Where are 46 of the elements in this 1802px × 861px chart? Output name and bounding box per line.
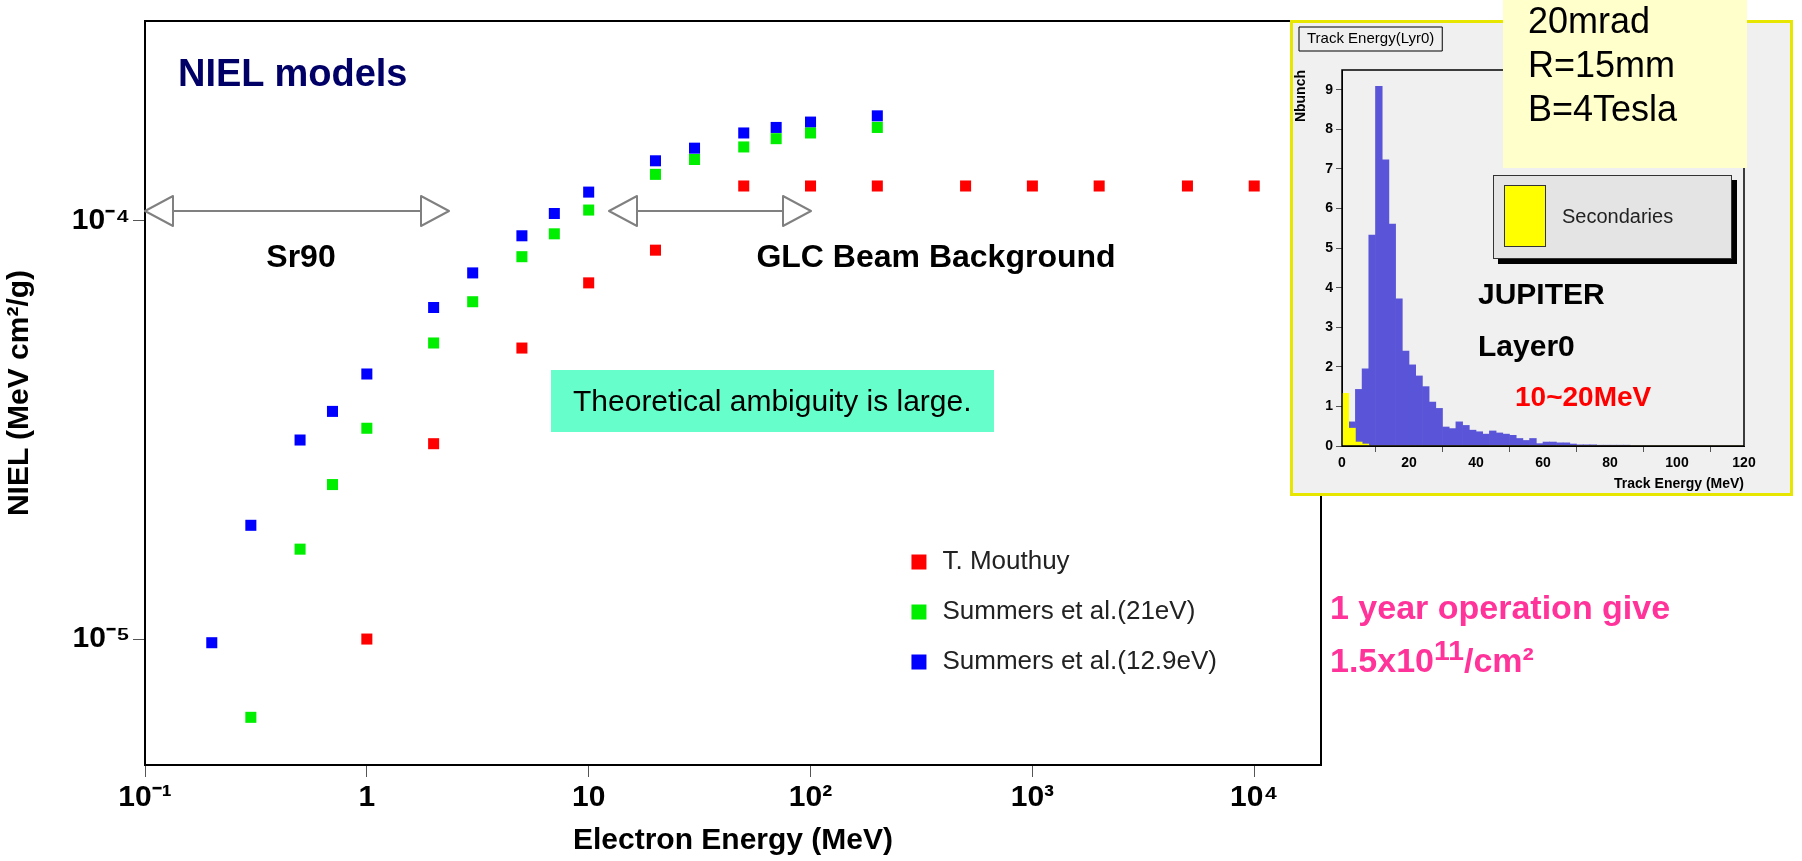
y-axis-title: NIEL (MeV cm²/g)	[1, 269, 35, 517]
text: Secondaries	[1562, 204, 1674, 228]
y-tick-label: 3	[1325, 318, 1334, 335]
y-tick-label: 1	[1325, 397, 1334, 414]
legend-label: T. Mouthuy	[942, 545, 1070, 576]
y-axis-title: Nbunch	[1292, 70, 1309, 123]
x-tick-label: 60	[1535, 454, 1551, 471]
y-tick-label: 7	[1325, 159, 1334, 176]
annotation: B=4Tesla	[1528, 88, 1678, 130]
annotation: 10~20MeV	[1515, 381, 1652, 413]
x-tick-label: 100	[1665, 454, 1689, 471]
x-tick-label: 1	[358, 779, 376, 813]
text: 20mrad	[1528, 0, 1651, 42]
text: 1.5x10$^{11}$/cm²	[1330, 634, 1534, 681]
y-tick-label: 9	[1325, 80, 1334, 97]
y-tick-label: 4	[1325, 278, 1334, 295]
text: 1 year operation give	[1330, 588, 1671, 627]
annotation: Sr90	[266, 238, 336, 275]
x-tick-label: 10²	[788, 779, 833, 813]
annotation: Theoretical ambiguity is large.	[551, 370, 994, 432]
annotation: NIEL models	[178, 52, 408, 95]
x-tick-label: 40	[1468, 454, 1484, 471]
y-tick-label: 8	[1325, 120, 1334, 137]
legend-label: Summers et al.(12.9eV)	[942, 645, 1218, 676]
x-tick-label: 10	[572, 779, 606, 813]
annotation: Layer0	[1478, 329, 1575, 363]
x-axis-title: Track Energy (MeV)	[1614, 475, 1744, 492]
annotation: JUPITER	[1478, 277, 1605, 311]
chart-title: Track Energy(Lyr0)	[1307, 29, 1435, 47]
y-tick-label: 2	[1325, 357, 1334, 374]
x-tick-label: 80	[1602, 454, 1618, 471]
annotation: GLC Beam Background	[756, 238, 1116, 275]
x-tick-label: 0	[1338, 454, 1347, 471]
y-tick-label: 10⁻⁵	[72, 620, 130, 654]
y-tick-label: 5	[1325, 238, 1334, 255]
y-tick-label: 6	[1325, 199, 1334, 216]
y-tick-label: 0	[1325, 436, 1334, 453]
x-tick-label: 20	[1401, 454, 1417, 471]
x-tick-label: 10⁻¹	[118, 779, 172, 813]
x-tick-label: 10⁴	[1230, 779, 1279, 813]
x-axis-title: Electron Energy (MeV)	[572, 822, 894, 856]
x-tick-label: 10³	[1010, 779, 1055, 813]
y-tick-label: 10⁻⁴	[71, 201, 130, 235]
x-tick-label: 120	[1732, 454, 1756, 471]
legend-label: Summers et al.(21eV)	[942, 595, 1196, 626]
annotation: R=15mm	[1528, 44, 1676, 86]
